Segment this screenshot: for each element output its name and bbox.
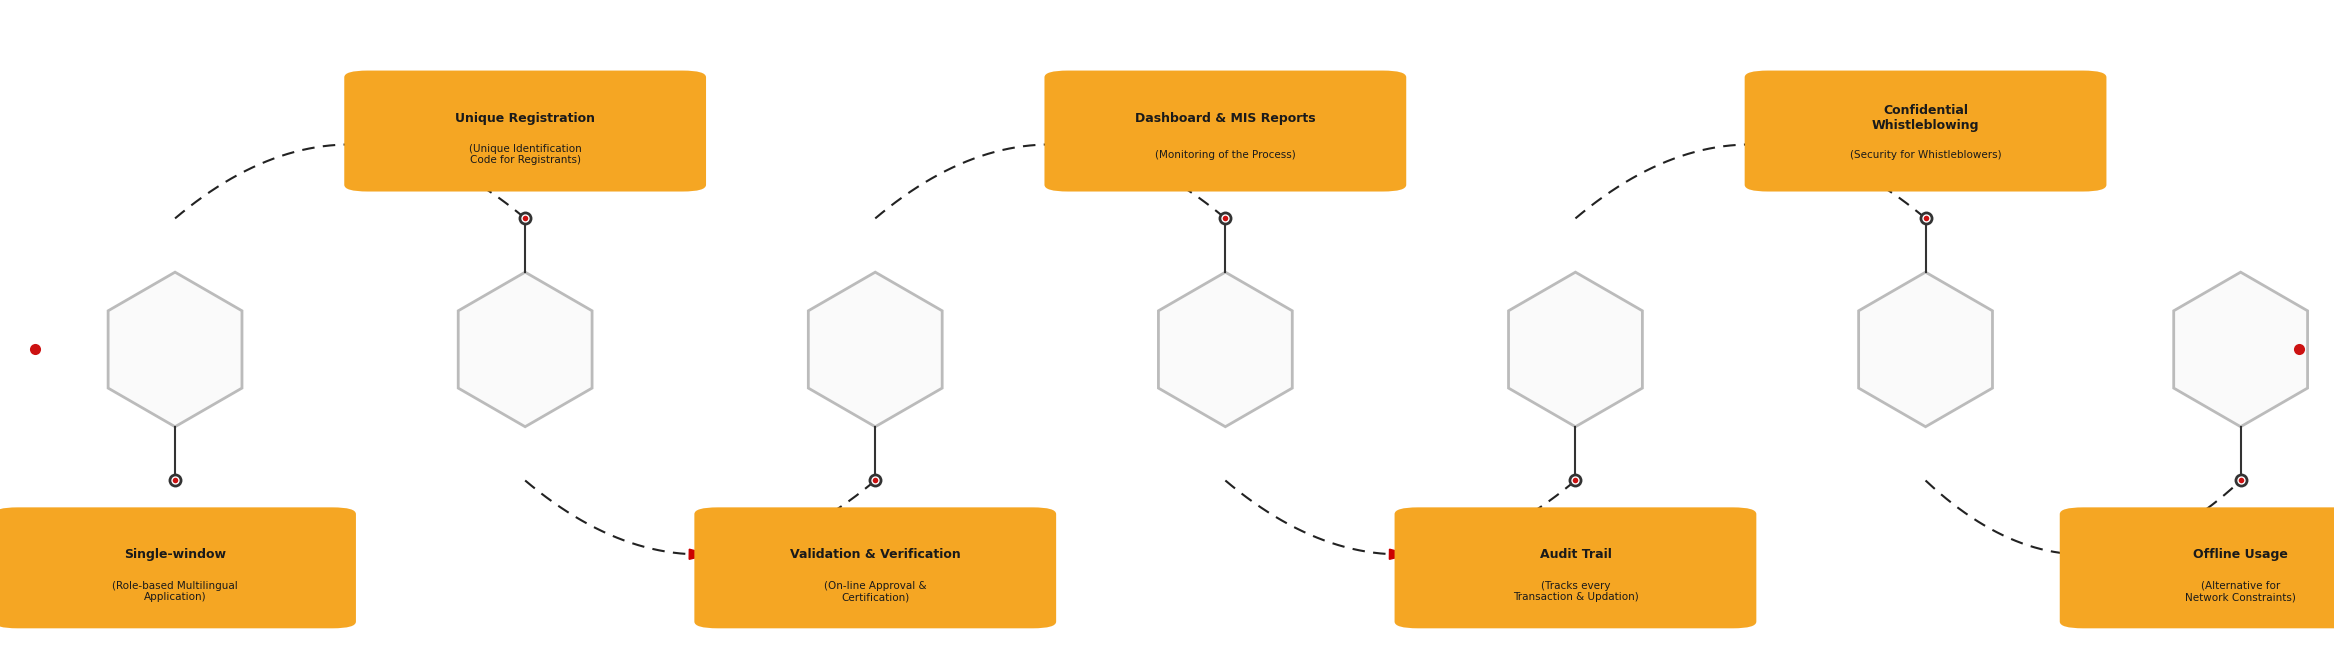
FancyBboxPatch shape	[0, 507, 355, 628]
FancyBboxPatch shape	[2061, 507, 2334, 628]
Polygon shape	[808, 272, 943, 427]
Polygon shape	[457, 272, 593, 427]
Text: (Unique Identification
Code for Registrants): (Unique Identification Code for Registra…	[469, 144, 581, 165]
FancyBboxPatch shape	[1746, 71, 2108, 192]
Polygon shape	[689, 549, 710, 559]
Text: Offline Usage: Offline Usage	[2194, 548, 2287, 561]
Polygon shape	[2073, 549, 2091, 559]
Polygon shape	[392, 140, 408, 158]
Text: (Alternative for
Network Constraints): (Alternative for Network Constraints)	[2185, 581, 2297, 602]
Polygon shape	[107, 272, 243, 427]
Text: Confidential
Whistleblowing: Confidential Whistleblowing	[1872, 104, 1979, 132]
Text: (Tracks every
Transaction & Updation): (Tracks every Transaction & Updation)	[1512, 581, 1638, 602]
Polygon shape	[1158, 272, 1293, 427]
FancyBboxPatch shape	[1396, 507, 1758, 628]
Polygon shape	[1858, 272, 1993, 427]
FancyBboxPatch shape	[1046, 71, 1405, 192]
FancyBboxPatch shape	[696, 507, 1055, 628]
Text: Unique Registration: Unique Registration	[455, 112, 595, 124]
Text: Single-window: Single-window	[124, 548, 226, 561]
Polygon shape	[1389, 549, 1410, 559]
FancyBboxPatch shape	[345, 71, 705, 192]
Polygon shape	[1092, 140, 1109, 158]
Text: Validation & Verification: Validation & Verification	[789, 548, 962, 561]
Polygon shape	[1508, 272, 1643, 427]
Polygon shape	[1793, 140, 1809, 158]
Text: (Security for Whistleblowers): (Security for Whistleblowers)	[1851, 150, 2000, 160]
Text: (On-line Approval &
Certification): (On-line Approval & Certification)	[824, 581, 927, 602]
Polygon shape	[2173, 272, 2308, 427]
Text: Audit Trail: Audit Trail	[1540, 548, 1610, 561]
Text: Dashboard & MIS Reports: Dashboard & MIS Reports	[1134, 112, 1316, 124]
Text: (Monitoring of the Process): (Monitoring of the Process)	[1155, 150, 1295, 160]
Text: (Role-based Multilingual
Application): (Role-based Multilingual Application)	[112, 581, 238, 602]
